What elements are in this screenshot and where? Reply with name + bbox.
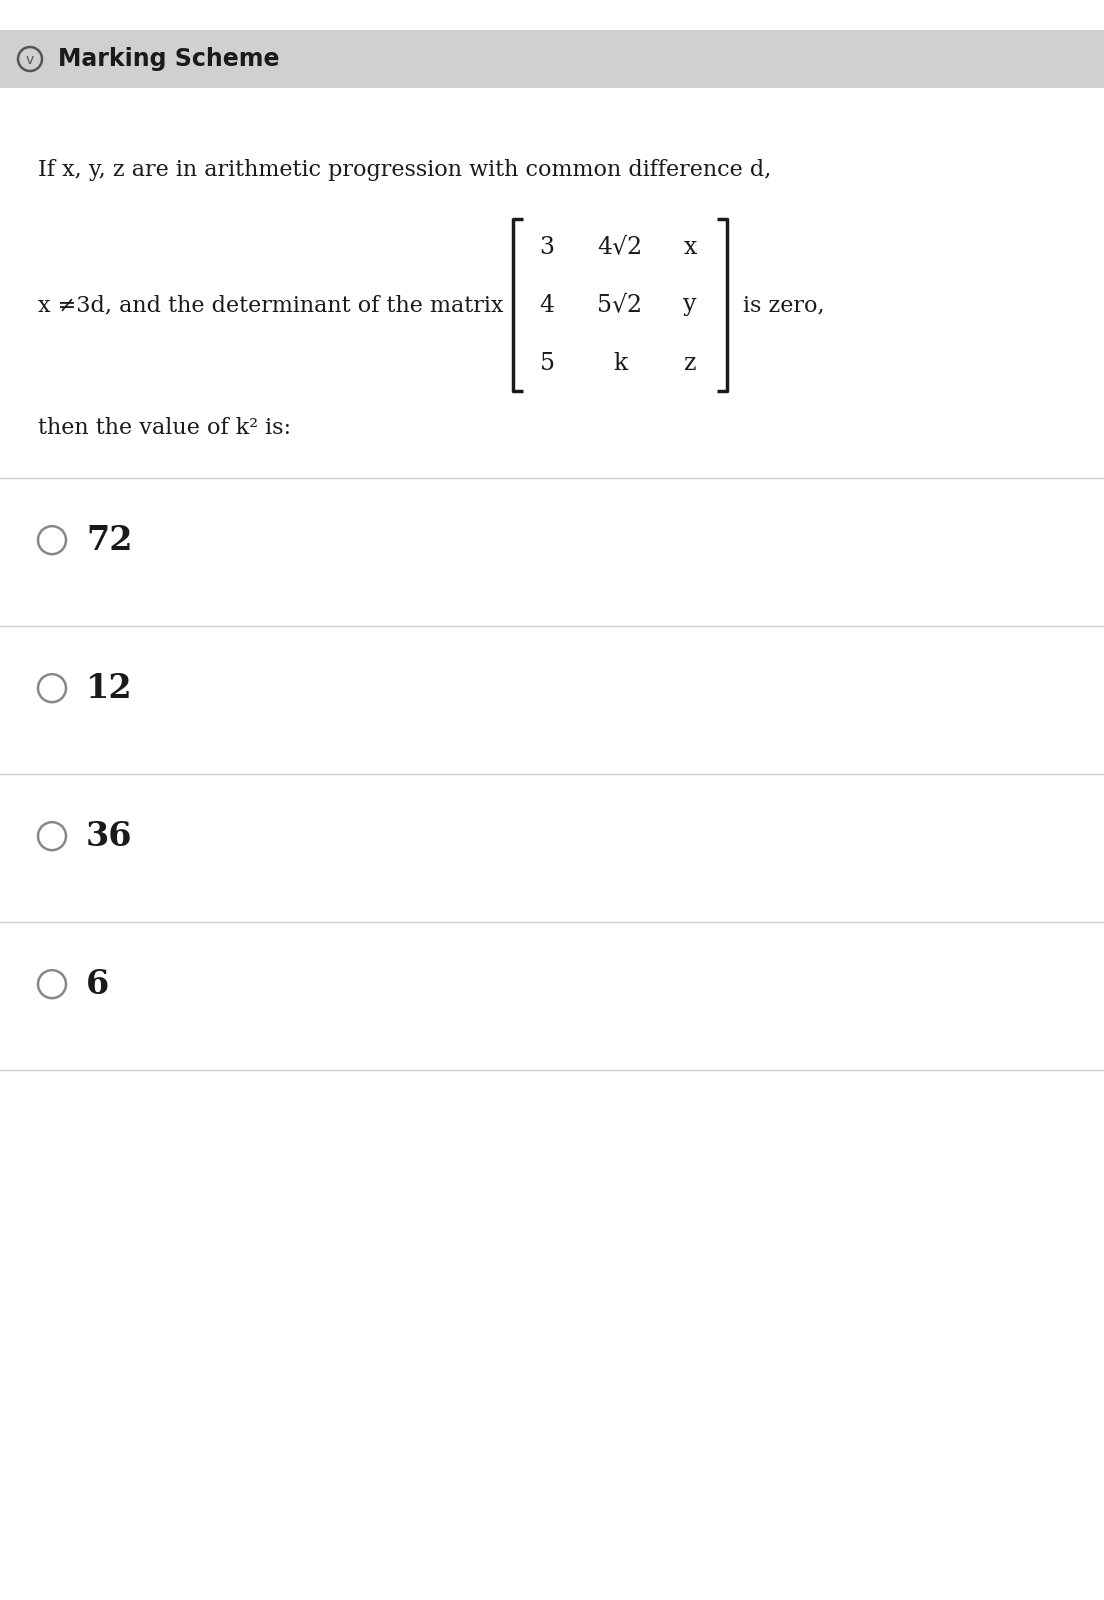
Text: 5: 5 [540,352,554,374]
Text: 3: 3 [540,235,554,259]
Text: z: z [683,352,697,374]
Text: 72: 72 [86,523,132,557]
Text: 12: 12 [86,672,132,704]
Text: is zero,: is zero, [743,294,825,317]
Text: 4: 4 [540,293,554,317]
Text: If x, y, z are in arithmetic progression with common difference d,: If x, y, z are in arithmetic progression… [38,158,772,181]
Text: 4√2: 4√2 [597,235,643,259]
Text: k: k [613,352,627,374]
Text: 5√2: 5√2 [597,293,643,317]
Text: x: x [683,235,697,259]
Text: then the value of k² is:: then the value of k² is: [38,418,291,438]
Text: v: v [25,53,34,67]
Text: x ≠3d, and the determinant of the matrix: x ≠3d, and the determinant of the matrix [38,294,503,317]
Text: 36: 36 [86,819,132,853]
Text: 6: 6 [86,968,109,1000]
Text: y: y [683,293,697,317]
Text: Marking Scheme: Marking Scheme [59,46,279,70]
FancyBboxPatch shape [0,30,1104,88]
